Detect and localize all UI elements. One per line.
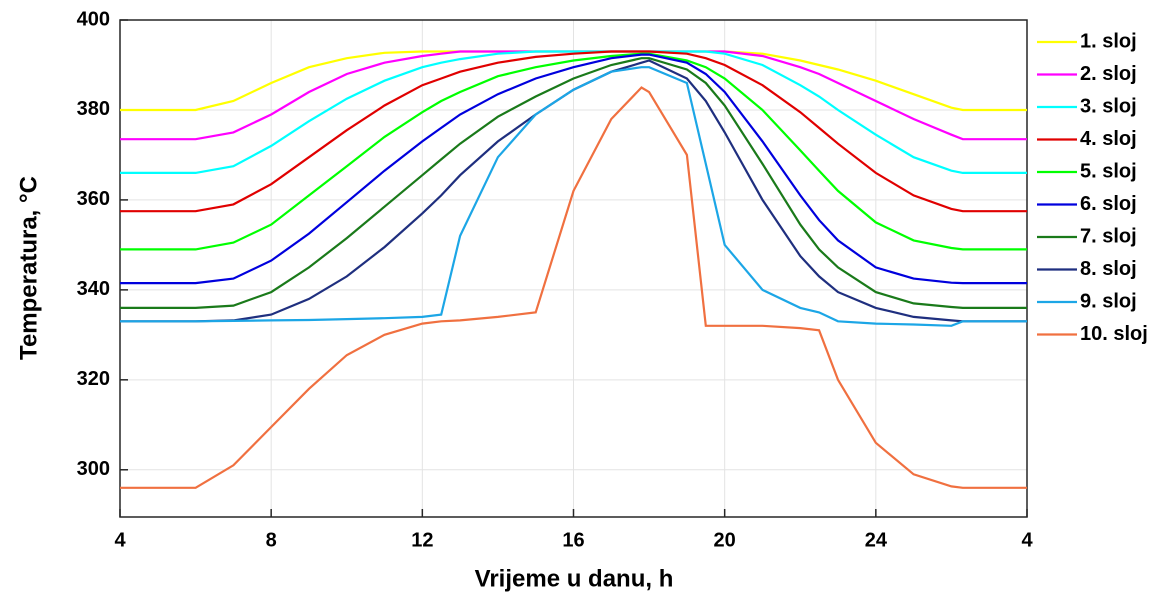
- plot-frame: [119, 19, 1028, 518]
- legend-label: 2. sloj: [1080, 63, 1137, 85]
- legend-label: 4. sloj: [1080, 128, 1137, 150]
- x-tick-label: 20: [714, 529, 736, 551]
- x-tick-label: 12: [411, 529, 433, 551]
- x-tick-label: 24: [865, 529, 888, 551]
- y-axis-label: Temperatura, °C: [15, 176, 42, 360]
- legend-label: 5. sloj: [1080, 160, 1137, 182]
- series-line: [120, 57, 1027, 309]
- legend-label: 1. sloj: [1080, 30, 1137, 52]
- series-line: [120, 53, 1027, 285]
- y-tick-label: 400: [77, 8, 110, 30]
- x-axis-label: Vrijeme u danu, h: [475, 565, 674, 592]
- legend-label: 9. sloj: [1080, 290, 1137, 312]
- series-line: [120, 59, 1027, 323]
- legend-label: 6. sloj: [1080, 193, 1137, 215]
- series-line: [120, 52, 1027, 251]
- series-line: [120, 86, 1027, 489]
- x-tick-label: 8: [266, 529, 277, 551]
- x-tick-label: 4: [114, 529, 126, 551]
- y-tick-label: 360: [77, 188, 110, 210]
- legend-label: 7. sloj: [1080, 225, 1137, 247]
- y-tick-label: 320: [77, 368, 110, 390]
- legend-label: 3. sloj: [1080, 95, 1137, 117]
- legend-label: 8. sloj: [1080, 258, 1137, 280]
- series-line: [120, 50, 1027, 213]
- y-tick-label: 300: [77, 458, 110, 480]
- y-tick-label: 380: [77, 98, 110, 120]
- legend-label: 10. sloj: [1080, 323, 1148, 345]
- y-tick-label: 340: [77, 278, 110, 300]
- x-tick-label: 16: [562, 529, 584, 551]
- series-line: [120, 66, 1027, 327]
- x-tick-label: 4: [1021, 529, 1033, 551]
